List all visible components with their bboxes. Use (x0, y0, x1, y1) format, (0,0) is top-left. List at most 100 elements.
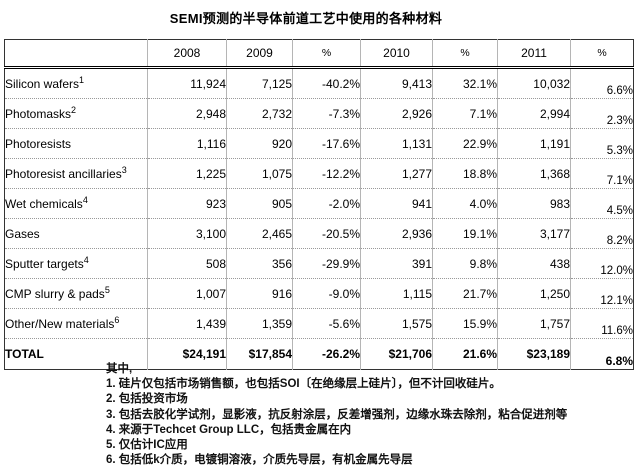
cell-2010: 2,936 (360, 218, 433, 249)
cell-pct-2009: -29.9% (292, 248, 361, 279)
cell-pct-2009: -17.6% (292, 128, 361, 159)
cell-2009: 1,359 (226, 308, 293, 339)
cell-2010: 391 (360, 248, 433, 279)
material-label: Photoresist ancillaries (5, 166, 122, 181)
material-label: Sputter targets (5, 256, 84, 271)
header-2009: 2009 (226, 39, 293, 69)
material-label: Photoresists (5, 136, 72, 151)
table-header: 2008 2009 % 2010 % 2011 % (4, 39, 634, 69)
cell-pct-2009: -20.5% (292, 218, 361, 249)
cell-2011: 438 (497, 248, 571, 279)
material-label: CMP slurry & pads (5, 286, 105, 301)
cell-pct-2009: -5.6% (292, 308, 361, 339)
footnote-1: 1. 硅片仅包括市场销售额，也包括SOI〔在绝缘层上硅片〕，但不计回收硅片。 (106, 378, 501, 391)
cell-pct-2010: 7.1% (432, 98, 498, 129)
cell-2009: 905 (226, 188, 293, 219)
footnote-ref: 4 (83, 254, 89, 265)
cell-pct-2009: -2.0% (292, 188, 361, 219)
total-pct-2009: -26.2% (292, 338, 361, 370)
footnote-2: 2. 包括投资市场 (106, 393, 188, 406)
total-2010: $21,706 (360, 338, 433, 370)
cell-pct-2010: 18.8% (432, 158, 498, 189)
header-pct-2011: % (570, 39, 634, 69)
cell-2010: 1,131 (360, 128, 433, 159)
cell-pct-2011: 12.0% (570, 248, 634, 279)
header-2010: 2010 (360, 39, 433, 69)
cell-2010: 1,575 (360, 308, 433, 339)
cell-2009: 920 (226, 128, 293, 159)
footnote-ref: 1 (79, 74, 85, 85)
cell-pct-2009: -12.2% (292, 158, 361, 189)
page-title: SEMI预测的半导体前道工艺中使用的各种材料 (169, 11, 443, 26)
cell-2009: 916 (226, 278, 293, 309)
table-row-photomasks: Photomasks2 2,948 2,732 -7.3% 2,926 7.1%… (4, 98, 634, 129)
cell-2008: 1,007 (147, 278, 227, 309)
cell-2011: 10,032 (497, 67, 571, 99)
cell-2010: 2,926 (360, 98, 433, 129)
cell-pct-2011: 5.3% (570, 128, 634, 159)
cell-2009: 356 (226, 248, 293, 279)
cell-2009: 1,075 (226, 158, 293, 189)
cell-2008: 3,100 (147, 218, 227, 249)
total-pct-2010: 21.6% (432, 338, 498, 370)
header-material (4, 39, 148, 69)
total-pct-2011: 6.8% (570, 338, 634, 370)
total-2009: $17,854 (226, 338, 293, 370)
material-label: Other/New materials (5, 316, 115, 331)
cell-2011: 3,177 (497, 218, 571, 249)
cell-2011: 1,368 (497, 158, 571, 189)
cell-2008: 1,225 (147, 158, 227, 189)
cell-2010: 1,277 (360, 158, 433, 189)
cell-2009: 2,732 (226, 98, 293, 129)
cell-pct-2009: -40.2% (292, 67, 361, 99)
cell-2008: 11,924 (147, 67, 227, 99)
table-row-gases: Gases 3,100 2,465 -20.5% 2,936 19.1% 3,1… (4, 218, 634, 249)
cell-2011: 1,191 (497, 128, 571, 159)
material-label: Wet chemicals (5, 196, 83, 211)
cell-2010: 1,115 (360, 278, 433, 309)
footnote-intro: 其中, (106, 363, 133, 375)
total-2008: $24,191 (147, 338, 227, 370)
materials-table: 2008 2009 % 2010 % 2011 % Silicon wafers… (4, 39, 634, 370)
cell-2009: 7,125 (226, 67, 293, 99)
cell-pct-2010: 15.9% (432, 308, 498, 339)
cell-pct-2011: 11.6% (570, 308, 634, 339)
material-label: Photomasks (5, 106, 72, 121)
cell-pct-2011: 12.1% (570, 278, 634, 309)
cell-pct-2010: 22.9% (432, 128, 498, 159)
table-body: Silicon wafers1 11,924 7,125 -40.2% 9,41… (4, 67, 634, 370)
table-row-cmp-slurry-pads: CMP slurry & pads5 1,007 916 -9.0% 1,115… (4, 278, 634, 309)
cell-pct-2011: 2.3% (570, 98, 634, 129)
cell-pct-2010: 19.1% (432, 218, 498, 249)
header-2008: 2008 (147, 39, 227, 69)
table-row-photoresists: Photoresists 1,116 920 -17.6% 1,131 22.9… (4, 128, 634, 159)
footnote-ref: 6 (114, 314, 120, 325)
header-row: 2008 2009 % 2010 % 2011 % (4, 39, 634, 69)
table-row-total: TOTAL $24,191 $17,854 -26.2% $21,706 21.… (4, 338, 634, 370)
cell-2008: 1,116 (147, 128, 227, 159)
table-row-sputter-targets: Sputter targets4 508 356 -29.9% 391 9.8%… (4, 248, 634, 279)
cell-2008: 923 (147, 188, 227, 219)
footnote-ref: 3 (121, 164, 127, 175)
table-row-other-new-materials: Other/New materials6 1,439 1,359 -5.6% 1… (4, 308, 634, 339)
cell-2011: 983 (497, 188, 571, 219)
total-2011: $23,189 (497, 338, 571, 370)
header-pct-2010: % (432, 39, 498, 69)
cell-2010: 9,413 (360, 67, 433, 99)
cell-pct-2011: 4.5% (570, 188, 634, 219)
footnote-6: 6. 包括低k介质，电镀铜溶液，介质先导层，有机金属先导层 (106, 454, 413, 467)
material-label: Silicon wafers (5, 76, 80, 91)
cell-pct-2011: 8.2% (570, 218, 634, 249)
cell-pct-2010: 4.0% (432, 188, 498, 219)
footnote-ref: 5 (104, 284, 110, 295)
cell-pct-2011: 6.6% (570, 67, 634, 99)
footnote-ref: 4 (82, 194, 88, 205)
footnote-5: 5. 仅估计IC应用 (106, 439, 188, 452)
footnote-4: 4. 来源于Techcet Group LLC，包括贵金属在内 (106, 423, 352, 436)
cell-2010: 941 (360, 188, 433, 219)
cell-2011: 1,757 (497, 308, 571, 339)
cell-pct-2009: -9.0% (292, 278, 361, 309)
header-pct-2009: % (292, 39, 361, 69)
cell-2008: 2,948 (147, 98, 227, 129)
